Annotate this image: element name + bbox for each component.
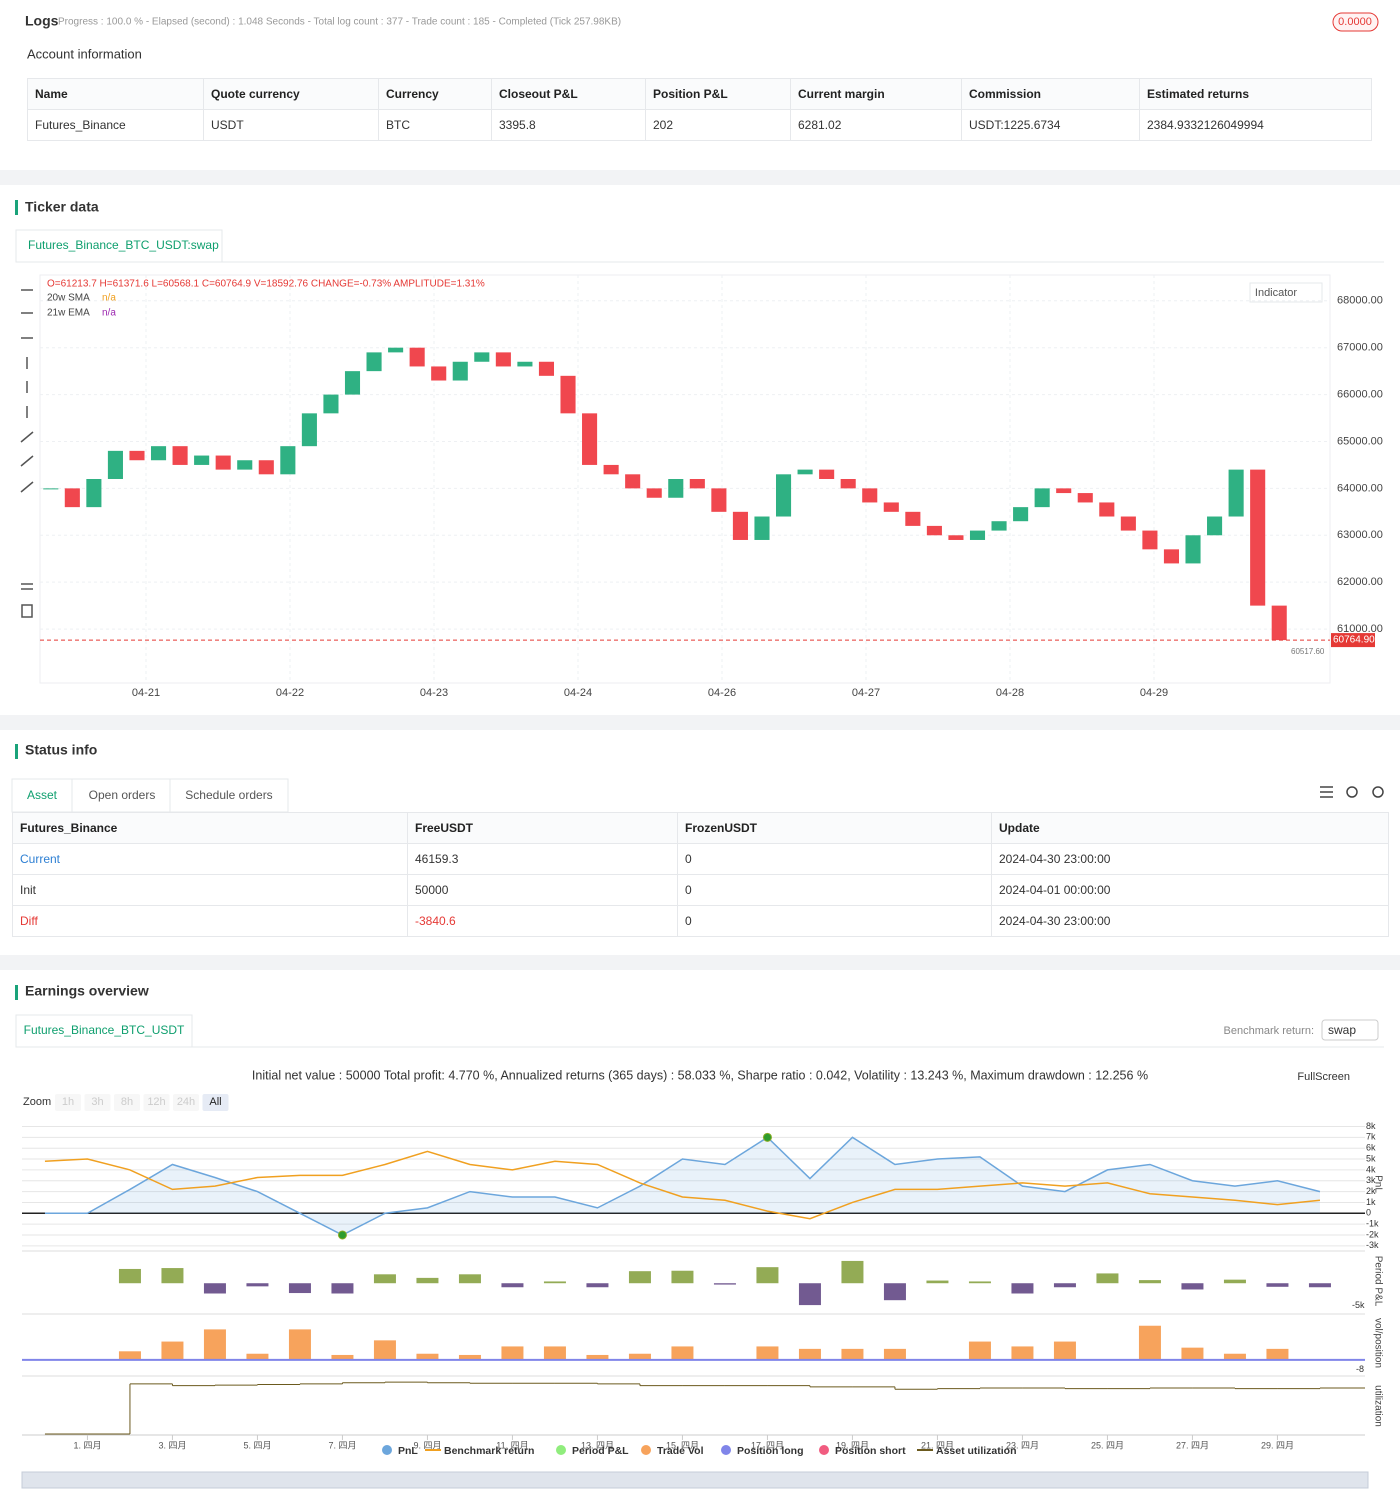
cell: 2384.9332126049994 <box>1139 109 1372 141</box>
cell: 2024-04-01 00:00:00 <box>991 874 1389 906</box>
header-cell: Currency <box>378 78 492 110</box>
row: Diff -3840.6 0 2024-04-30 23:00:00 <box>12 905 1389 937</box>
header-cell: Commission <box>961 78 1140 110</box>
earnings-section <box>0 970 1400 1511</box>
cell: 0 <box>677 905 992 937</box>
account-table: Name Quote currency Currency Closeout P&L Po… <box>27 78 1372 141</box>
cell: 0 <box>677 874 992 906</box>
cell: 50000 <box>407 874 678 906</box>
header-cell: Current margin <box>790 78 962 110</box>
cell: -3840.6 <box>407 905 678 937</box>
header-cell: FrozenUSDT <box>677 812 992 844</box>
header-row: Name Quote currency Currency Closeout P&L Po… <box>27 78 1372 110</box>
cell: 2024-04-30 23:00:00 <box>991 905 1389 937</box>
cell: USDT:1225.6734 <box>961 109 1140 141</box>
cell: 6281.02 <box>790 109 962 141</box>
header-cell: Name <box>27 78 204 110</box>
cell: Init <box>12 874 408 906</box>
cell: Diff <box>12 905 408 937</box>
status-table: Futures_Binance FreeUSDT FrozenUSDT Update C… <box>12 812 1389 937</box>
header-cell: Estimated returns <box>1139 78 1372 110</box>
ticker-section <box>0 185 1400 715</box>
header-cell: FreeUSDT <box>407 812 678 844</box>
cell: 202 <box>645 109 791 141</box>
cell: USDT <box>203 109 379 141</box>
header-cell: Update <box>991 812 1389 844</box>
row: Init 50000 0 2024-04-01 00:00:00 <box>12 874 1389 906</box>
header-row: Futures_Binance FreeUSDT FrozenUSDT Update <box>12 812 1389 844</box>
header-cell: Futures_Binance <box>12 812 408 844</box>
row: Current 46159.3 0 2024-04-30 23:00:00 <box>12 843 1389 875</box>
cell: BTC <box>378 109 492 141</box>
cell: Futures_Binance <box>27 109 204 141</box>
cell: 3395.8 <box>491 109 646 141</box>
cell: 2024-04-30 23:00:00 <box>991 843 1389 875</box>
header-cell: Position P&L <box>645 78 791 110</box>
cell: 46159.3 <box>407 843 678 875</box>
cell: 0 <box>677 843 992 875</box>
header-cell: Quote currency <box>203 78 379 110</box>
row: Futures_Binance USDT BTC 3395.8 202 6281.02 US… <box>27 109 1372 141</box>
header-cell: Closeout P&L <box>491 78 646 110</box>
cell: Current <box>12 843 408 875</box>
